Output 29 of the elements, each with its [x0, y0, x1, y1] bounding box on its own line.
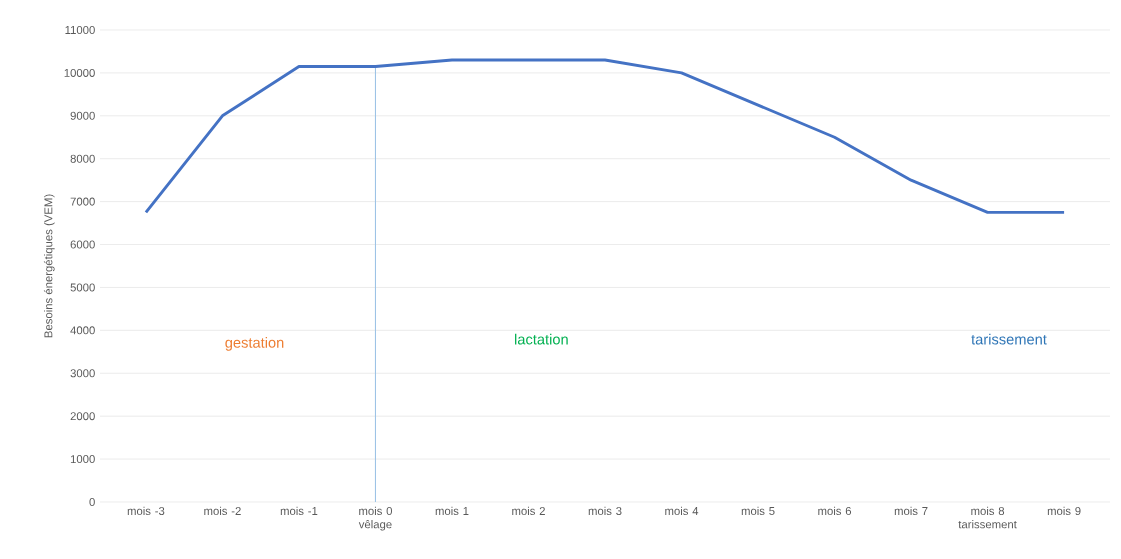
y-tick-label: 11000	[65, 25, 95, 34]
x-tick-label: mois 7	[894, 506, 928, 516]
x-tick-label: mois 3	[588, 506, 622, 516]
x-tick-label: mois 9	[1047, 506, 1081, 516]
y-tick-label: 10000	[64, 68, 95, 77]
x-tick-label: mois 1	[435, 506, 469, 516]
x-tick-label: mois -1	[280, 506, 318, 516]
y-tick-label: 8000	[70, 154, 95, 163]
y-axis-title: Besoins énergétiques (VEM)	[43, 194, 55, 338]
y-tick-label: 1000	[70, 455, 95, 464]
annotation: tarissement	[971, 333, 1047, 345]
y-tick-label: 4000	[70, 326, 95, 335]
y-tick-label: 7000	[70, 197, 95, 206]
y-tick-label: 2000	[70, 412, 95, 421]
x-tick-label: mois 4	[665, 506, 699, 516]
x-tick-label: mois -3	[127, 506, 165, 516]
annotation: gestation	[225, 337, 284, 351]
x-tick-label: mois 8 tarissement	[958, 506, 1017, 529]
y-tick-label: 3000	[70, 369, 95, 378]
annotation: lactation	[515, 333, 568, 345]
y-tick-label: 6000	[70, 240, 95, 249]
x-tick-label: mois 6	[818, 506, 852, 516]
x-tick-label: mois -2	[204, 506, 241, 516]
x-tick-label: mois 5	[741, 506, 775, 516]
x-tick-label: mois 0 vêlage	[358, 506, 393, 531]
y-tick-label: 5000	[70, 283, 95, 292]
y-tick-label: 9000	[70, 111, 95, 120]
x-tick-label: mois 2	[512, 506, 545, 516]
y-tick-label: 0	[89, 497, 95, 506]
